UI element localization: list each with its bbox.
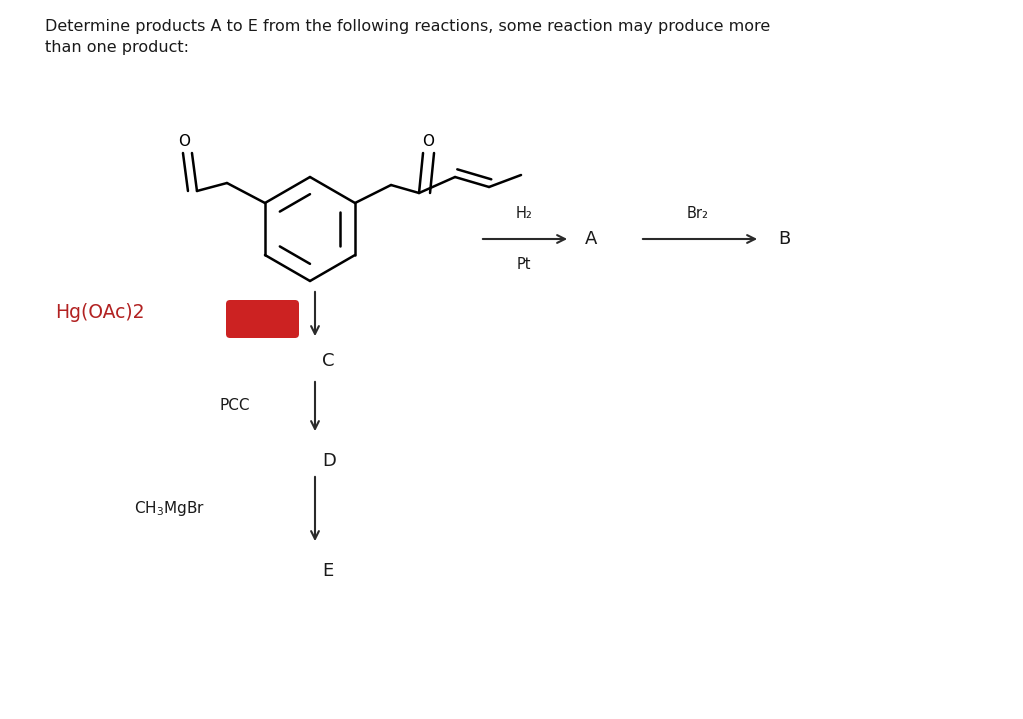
Text: CH$_3$MgBr: CH$_3$MgBr: [134, 500, 205, 518]
Text: PCC: PCC: [220, 398, 250, 413]
Text: A: A: [585, 230, 597, 248]
Text: Br₂: Br₂: [687, 206, 709, 221]
Text: O: O: [178, 134, 190, 149]
Text: D: D: [322, 452, 336, 470]
Text: H₂: H₂: [516, 206, 532, 221]
Text: O: O: [422, 134, 434, 149]
Text: Pt: Pt: [517, 257, 531, 272]
Text: C: C: [322, 352, 335, 370]
Text: Determine products A to E from the following reactions, some reaction may produc: Determine products A to E from the follo…: [45, 19, 770, 55]
FancyBboxPatch shape: [226, 300, 299, 338]
Text: E: E: [322, 562, 333, 580]
Text: B: B: [779, 230, 790, 248]
Text: Hg(OAc)2: Hg(OAc)2: [55, 303, 144, 321]
